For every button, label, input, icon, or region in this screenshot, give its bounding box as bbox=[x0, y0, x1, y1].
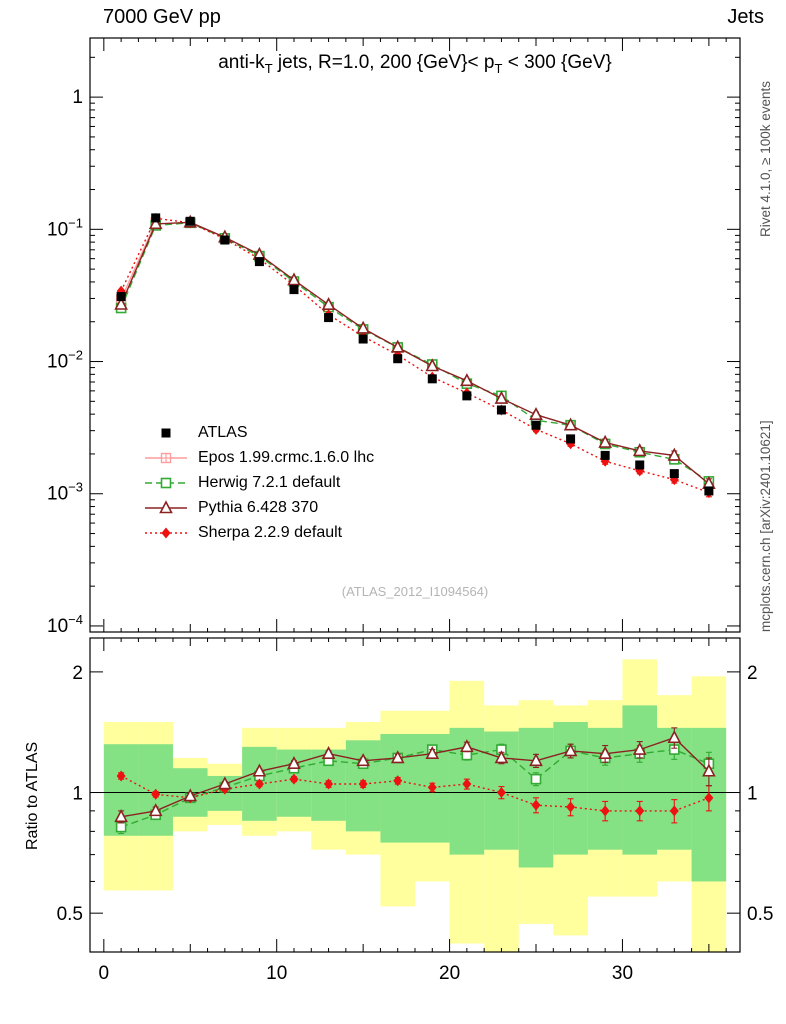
legend-item-herwig: Herwig 7.2.1 default bbox=[143, 470, 374, 495]
main-panel-frame bbox=[89, 37, 741, 633]
beam-energy-label: 7000 GeV pp bbox=[103, 6, 221, 28]
title-part: jets, R=1.0, 200 {GeV}< p bbox=[272, 52, 495, 73]
main-plot-data bbox=[114, 212, 716, 499]
legend-item-epos: Epos 1.99.crmc.1.6.0 lhc bbox=[143, 445, 374, 470]
ratio-panel-frame bbox=[89, 637, 741, 953]
title-subscript: T bbox=[264, 60, 273, 76]
svg-text:0: 0 bbox=[99, 963, 110, 984]
svg-text:2: 2 bbox=[747, 663, 758, 684]
svg-text:2: 2 bbox=[72, 663, 83, 684]
series-pythia bbox=[114, 214, 716, 490]
pythia-marker-swatch bbox=[145, 499, 187, 513]
svg-text:0.5: 0.5 bbox=[747, 904, 773, 925]
legend-label: Epos 1.99.crmc.1.6.0 lhc bbox=[198, 448, 375, 466]
ratio-axis-title: Ratio to ATLAS bbox=[24, 741, 41, 850]
ratio-plot-data bbox=[90, 659, 740, 952]
legend-item-sherpa: Sherpa 2.2.9 default bbox=[143, 520, 374, 545]
legend-label: Pythia 6.428 370 bbox=[198, 498, 319, 516]
svg-text:10−3: 10−3 bbox=[47, 480, 83, 505]
series-sherpa bbox=[116, 770, 714, 824]
ratio-panel-ticks bbox=[103, 638, 727, 952]
svg-text:0.5: 0.5 bbox=[57, 904, 83, 925]
x-tick-labels: 0 10 20 30 bbox=[99, 963, 633, 984]
atlas-marker-swatch bbox=[161, 428, 171, 437]
svg-text:1: 1 bbox=[747, 784, 758, 805]
process-label: Jets bbox=[727, 6, 764, 28]
svg-text:10−2: 10−2 bbox=[47, 348, 83, 373]
ratio-y-ticks bbox=[90, 671, 740, 953]
svg-text:1: 1 bbox=[72, 87, 83, 108]
legend-item-pythia: Pythia 6.428 370 bbox=[143, 495, 374, 520]
main-y-tick-labels: 1 10−1 10−2 10−3 10−4 bbox=[47, 87, 83, 637]
legend-label: ATLAS bbox=[198, 423, 248, 441]
title-part: anti-k bbox=[218, 52, 265, 73]
sherpa-marker-swatch bbox=[145, 527, 187, 538]
plot-title: anti-kT jets, R=1.0, 200 {GeV}< pT < 300… bbox=[90, 52, 740, 76]
mcplots-arxiv-note: mcplots.cern.ch [arXiv:2401.10621] bbox=[758, 420, 773, 632]
analysis-id-watermark: (ATLAS_2012_I1094564) bbox=[341, 584, 489, 599]
main-panel-ticks bbox=[103, 38, 727, 632]
svg-text:20: 20 bbox=[439, 963, 460, 984]
series-pythia bbox=[114, 727, 716, 824]
title-part: < 300 {GeV} bbox=[502, 52, 612, 73]
legend-label: Herwig 7.2.1 default bbox=[198, 473, 341, 491]
legend-item-atlas: ATLAS bbox=[143, 420, 374, 445]
uncertainty-bands bbox=[103, 659, 727, 952]
legend-label: Sherpa 2.2.9 default bbox=[198, 523, 343, 541]
series-atlas bbox=[116, 213, 714, 496]
svg-text:10: 10 bbox=[266, 963, 287, 984]
svg-text:1: 1 bbox=[72, 784, 83, 805]
svg-text:10−1: 10−1 bbox=[47, 215, 83, 240]
main-y-ticks bbox=[90, 56, 740, 633]
rivet-version-note: Rivet 4.1.0, ≥ 100k events bbox=[758, 81, 773, 237]
legend: ATLAS Epos 1.99.crmc.1.6.0 lhc Herwig 7.2.… bbox=[143, 420, 374, 545]
title-subscript: T bbox=[494, 60, 503, 76]
herwig-marker-swatch bbox=[145, 477, 187, 488]
ratio-y-tick-labels: 0.5 0.5 1 1 2 2 bbox=[57, 663, 774, 925]
epos-marker-swatch bbox=[145, 452, 187, 463]
svg-text:10−4: 10−4 bbox=[47, 612, 83, 637]
svg-text:30: 30 bbox=[612, 963, 633, 984]
